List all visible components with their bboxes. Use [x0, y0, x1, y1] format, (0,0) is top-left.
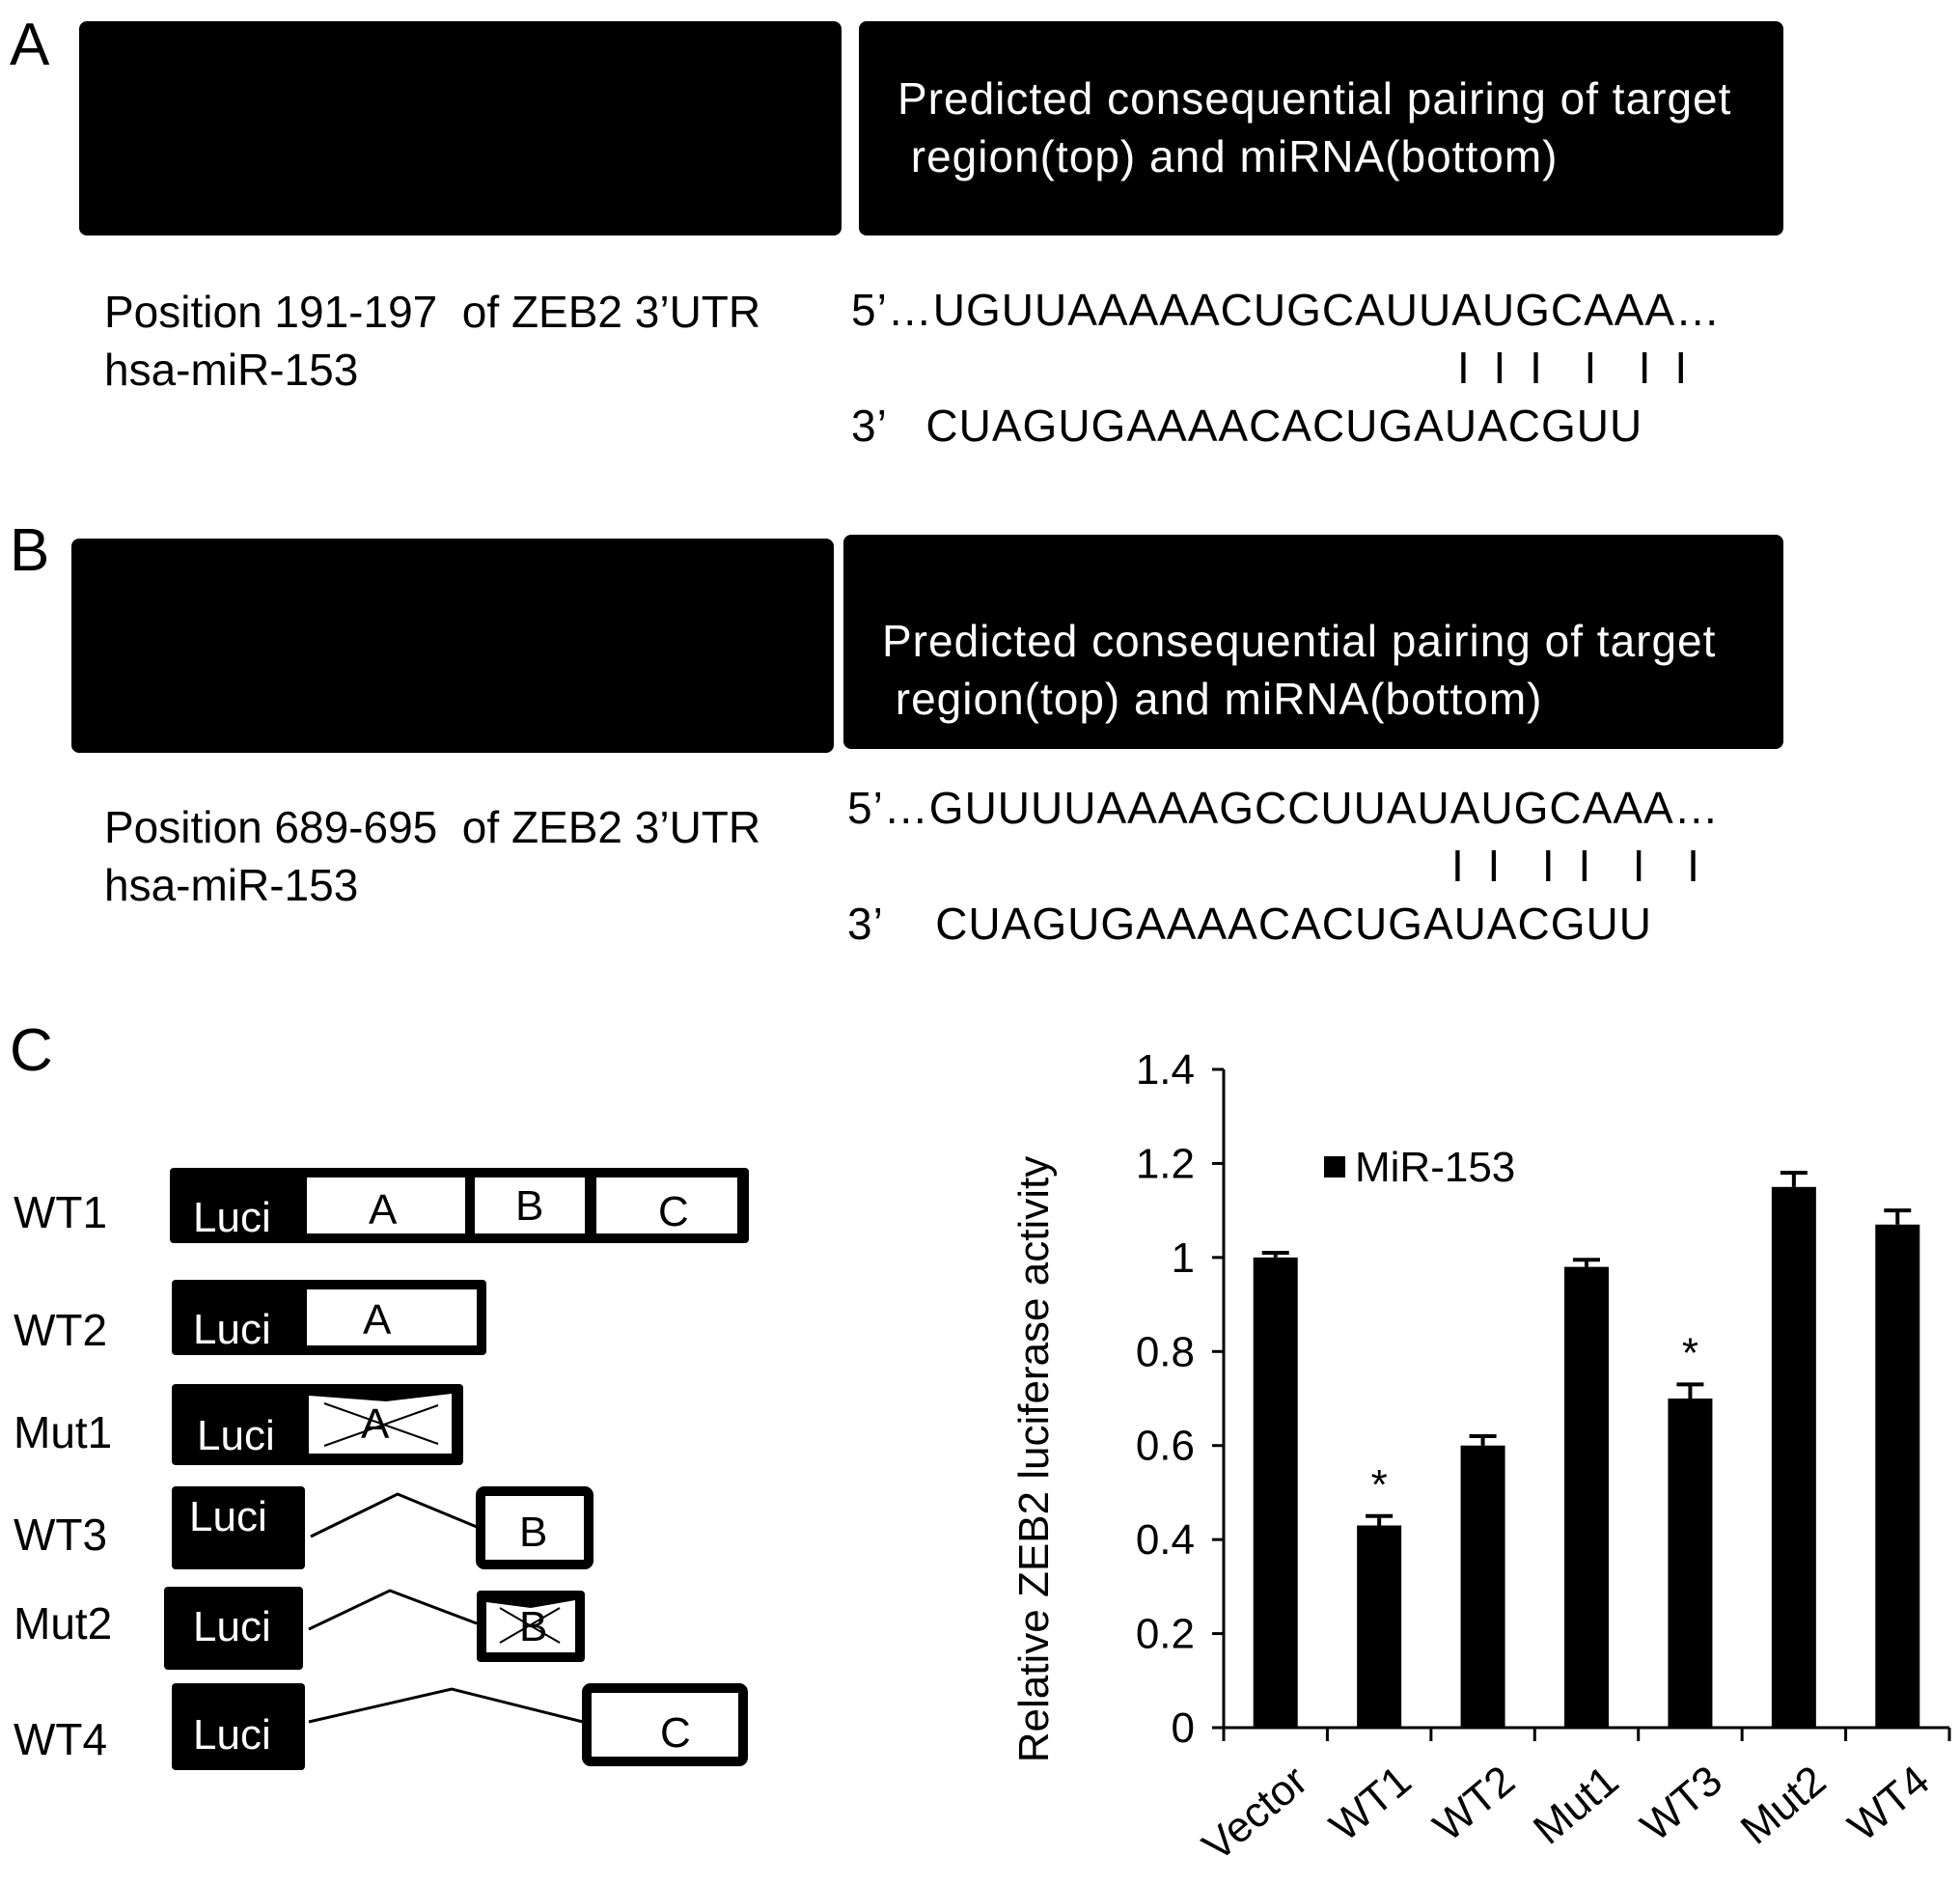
x-tick-label: Mut2: [1732, 1757, 1835, 1853]
x-tick-label: WT1: [1321, 1757, 1421, 1850]
wt1-segment-b-label: B: [515, 1182, 543, 1230]
panel-b-left-box: [71, 539, 834, 753]
wt1-segment-a-label: A: [369, 1186, 398, 1233]
mut2-luci-label: Luci: [193, 1603, 271, 1650]
bar: [1460, 1445, 1505, 1728]
y-tick-label: 0.6: [1136, 1423, 1195, 1470]
wt4-luci-label: Luci: [193, 1711, 271, 1759]
y-tick-label: 1.4: [1136, 1046, 1195, 1094]
bar: [1668, 1399, 1713, 1728]
bar: [1875, 1224, 1920, 1728]
x-tick-label: WT4: [1839, 1757, 1939, 1850]
construct-name-wt1: WT1: [14, 1187, 107, 1237]
legend-label: MiR-153: [1355, 1144, 1515, 1191]
panel-b-header-box: Predicted consequential pairing of targe…: [843, 535, 1783, 749]
y-tick-label: 0: [1172, 1704, 1195, 1752]
panel-b-position-text: Position 689-695 of ZEB2 3’UTR: [104, 802, 761, 852]
x-axis: Vector WT1 WT2 Mut1 WT3 Mut2 WT4: [1194, 1726, 1951, 1870]
y-tick-label: 0.4: [1136, 1516, 1195, 1564]
wt3-segment-b: [476, 1486, 594, 1569]
panel-a-label: A: [10, 12, 50, 78]
wt2-segment-a: [307, 1289, 477, 1345]
significance-marker: *: [1371, 1461, 1388, 1509]
mut2-cross-line-2: [499, 1607, 561, 1644]
bar: [1253, 1257, 1298, 1728]
mut2-deletion-line: [308, 1589, 478, 1631]
construct-name-wt3: WT3: [14, 1510, 107, 1560]
wt1-segment-c: [596, 1178, 737, 1233]
y-tick-label: 1.2: [1136, 1140, 1195, 1187]
panel-c-label: C: [10, 1017, 53, 1084]
wt1-luci-label: Luci: [193, 1194, 271, 1241]
mut1-luci-label: Luci: [197, 1412, 275, 1459]
wt4-segment-c-label: C: [660, 1709, 691, 1757]
panel-a-target-sequence: 5’…UGUUAAAAACUGCAUUAUGCAAA…: [851, 285, 1722, 335]
y-tick-label: 0.8: [1136, 1328, 1195, 1375]
construct-name-mut1: Mut1: [14, 1407, 112, 1457]
construct-diagram: WT1 Luci A B C WT2 Luci A Mut1 Luci A WT…: [14, 1168, 749, 1770]
legend-swatch: [1324, 1156, 1345, 1178]
wt4-luci-box: [172, 1683, 305, 1770]
y-tick-label: 0.2: [1136, 1611, 1195, 1658]
y-axis: 0 0.2 0.4 0.6 0.8 1 1.2 1.4: [1136, 1046, 1226, 1752]
panel-a-left-box: [79, 21, 842, 236]
construct-name-wt4: WT4: [14, 1714, 107, 1764]
panel-b-pairing-lines: I I I I I I: [1451, 841, 1705, 891]
mut2-luci-box: [164, 1587, 303, 1670]
x-tick-label: WT3: [1632, 1757, 1731, 1850]
panel-b-mirna-name: hsa-miR-153: [104, 860, 359, 910]
panel-b-mirna-sequence: 3’ CUAGUGAAAACACUGAUACGUU: [847, 899, 1652, 949]
y-tick-label: 1: [1172, 1234, 1195, 1282]
mut1-cross-line-2: [323, 1404, 439, 1447]
wt1-segment-c-label: C: [658, 1188, 689, 1235]
panel-b-target-sequence: 5’…GUUUUAAAAGCCUUAUAUGCAAA…: [847, 783, 1720, 833]
x-tick-label: Vector: [1194, 1757, 1316, 1870]
panel-a-header-text: Predicted consequential pairing of targe…: [897, 73, 1732, 181]
panel-a-mirna-name: hsa-miR-153: [104, 345, 359, 395]
wt3-luci-label: Luci: [189, 1493, 267, 1540]
significance-marker: *: [1682, 1329, 1698, 1376]
wt4-segment-c: [582, 1683, 748, 1766]
bar: [1771, 1186, 1816, 1728]
legend: MiR-153: [1324, 1144, 1515, 1191]
luciferase-bar-chart: Relative ZEB2 luciferase activity 0 0.2 0.…: [1010, 1046, 1951, 1870]
construct-name-mut2: Mut2: [14, 1598, 112, 1648]
panel-b-header-text: Predicted consequential pairing of targe…: [882, 616, 1717, 724]
bar: [1357, 1525, 1402, 1728]
wt1-segment-a: [307, 1178, 465, 1233]
wt3-luci-box: [172, 1486, 305, 1569]
bars: **: [1253, 1171, 1920, 1728]
wt1-segment-b: [475, 1178, 585, 1233]
wt3-deletion-line: [310, 1492, 478, 1538]
x-tick-label: Mut1: [1525, 1757, 1627, 1853]
panel-a-position-text: Position 191-197 of ZEB2 3’UTR: [104, 287, 761, 337]
wt4-deletion-line: [308, 1687, 584, 1724]
wt2-segment-a-label: A: [363, 1296, 392, 1344]
x-tick-label: WT2: [1424, 1757, 1524, 1850]
panel-a-pairing-lines: I I I I I I: [1457, 343, 1694, 393]
wt2-luci-label: Luci: [193, 1306, 271, 1353]
panel-a-mirna-sequence: 3’ CUAGUGAAAACACUGAUACGUU: [851, 401, 1643, 451]
wt3-segment-b-label: B: [519, 1509, 547, 1556]
panel-b-label: B: [10, 517, 50, 584]
y-axis-label: Relative ZEB2 luciferase activity: [1010, 1156, 1058, 1762]
construct-name-wt2: WT2: [14, 1305, 107, 1355]
panel-a-header-box: Predicted consequential pairing of targe…: [859, 21, 1783, 236]
mut1-cross-line-1: [323, 1402, 439, 1445]
bar: [1564, 1266, 1609, 1728]
